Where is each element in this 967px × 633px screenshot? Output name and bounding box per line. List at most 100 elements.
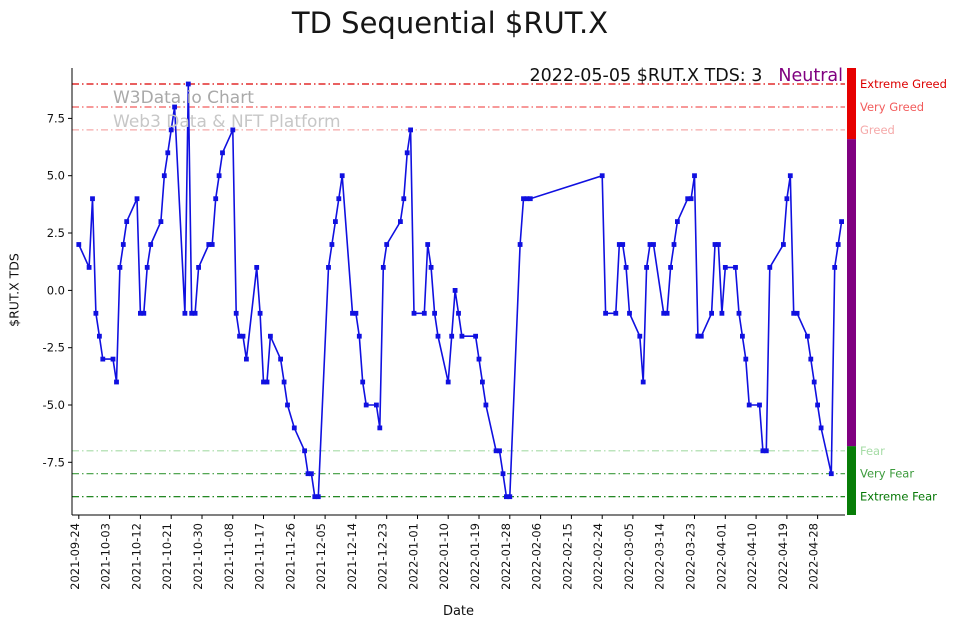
data-point-marker — [695, 333, 701, 339]
data-point-marker — [432, 310, 437, 316]
data-point-marker — [637, 333, 643, 339]
data-point-marker — [117, 265, 123, 270]
data-point-marker — [504, 494, 509, 500]
data-point-marker — [278, 356, 283, 362]
x-tick-label: 2021-10-12 — [129, 523, 143, 590]
x-axis-title: Date — [442, 604, 475, 619]
data-point-marker — [350, 310, 355, 316]
x-tick-label: 2021-11-08 — [222, 523, 236, 590]
data-point-marker — [815, 402, 820, 408]
data-point-marker — [767, 265, 773, 270]
data-point-marker — [213, 196, 219, 202]
x-tick-label: 2022-03-05 — [622, 523, 636, 590]
data-point-marker — [336, 196, 342, 202]
x-tick-label: 2022-03-23 — [684, 523, 698, 590]
x-tick-label: 2021-09-24 — [68, 523, 82, 590]
data-point-marker — [138, 310, 143, 316]
data-point-marker — [380, 265, 386, 270]
data-point-marker — [172, 104, 177, 110]
data-point-marker — [257, 310, 263, 316]
data-point-marker — [692, 173, 697, 179]
data-point-marker — [675, 219, 680, 224]
data-point-marker — [733, 265, 738, 270]
data-point-marker — [500, 471, 506, 477]
data-point-marker — [722, 265, 728, 270]
series-line — [78, 83, 843, 498]
data-point-marker — [599, 173, 605, 179]
data-point-marker — [165, 150, 171, 156]
data-point-marker — [281, 379, 287, 385]
data-point-marker — [623, 265, 629, 270]
data-point-marker — [835, 242, 841, 247]
data-point-marker — [120, 242, 126, 247]
data-point-marker — [244, 356, 249, 362]
data-point-marker — [312, 494, 318, 500]
x-tick-label: 2022-04-10 — [745, 523, 759, 590]
x-tick-label: 2022-01-19 — [468, 523, 482, 590]
data-point-marker — [326, 265, 331, 270]
data-point-marker — [189, 310, 195, 316]
data-point-marker — [757, 402, 762, 408]
x-tick-label: 2022-04-19 — [776, 523, 790, 590]
data-point-marker — [473, 333, 478, 339]
y-tick-label: 5.0 — [47, 169, 65, 183]
data-point-marker — [763, 448, 769, 454]
x-tick-label: 2022-03-14 — [653, 523, 667, 590]
data-point-marker — [196, 265, 201, 270]
data-point-marker — [144, 265, 150, 270]
data-point-marker — [404, 150, 410, 156]
data-point-marker — [209, 242, 215, 247]
data-point-marker — [93, 310, 99, 316]
data-point-marker — [148, 242, 154, 247]
gauge-segment — [847, 139, 856, 447]
data-point-marker — [110, 356, 116, 362]
sentiment-label: Neutral — [778, 66, 843, 86]
data-point-marker — [134, 196, 140, 202]
data-point-marker — [374, 402, 379, 408]
watermark-line2: Web3 Data & NFT Platform — [113, 112, 341, 132]
zone-label-very-fear: Very Fear — [860, 467, 914, 481]
watermark-line1: W3Data.io Chart — [113, 88, 254, 108]
data-point-marker — [220, 150, 225, 156]
data-point-marker — [668, 265, 673, 270]
data-point-marker — [182, 310, 188, 316]
data-point-marker — [603, 310, 608, 316]
data-point-marker — [76, 242, 82, 247]
y-axis-title: $RUT.X TDS — [6, 253, 22, 327]
data-point-marker — [832, 265, 838, 270]
zone-label-greed: Greed — [860, 123, 895, 137]
data-point-marker — [377, 425, 383, 431]
x-tick-label: 2022-02-06 — [530, 523, 544, 590]
data-point-marker — [716, 242, 721, 247]
y-tick-label: 2.5 — [47, 226, 65, 240]
x-tick-label: 2021-12-05 — [314, 523, 328, 590]
data-point-marker — [168, 127, 174, 133]
x-tick-label: 2021-10-21 — [160, 523, 174, 590]
data-point-marker — [791, 310, 797, 316]
data-point-marker — [456, 310, 461, 316]
data-point-marker — [124, 219, 130, 224]
x-tick-label: 2022-01-28 — [499, 523, 513, 590]
data-point-marker — [517, 242, 523, 247]
data-point-marker — [616, 242, 622, 247]
data-point-marker — [216, 173, 222, 179]
zone-label-fear: Fear — [860, 444, 885, 458]
data-point-marker — [527, 196, 533, 202]
data-point-marker — [237, 333, 242, 339]
y-tick-label: -2.5 — [43, 341, 65, 355]
x-tick-label: 2022-02-15 — [560, 523, 574, 590]
data-point-marker — [161, 173, 167, 179]
data-point-marker — [356, 333, 362, 339]
latest-reading: 2022-05-05 $RUT.X TDS: 3 Neutral — [529, 66, 843, 86]
data-point-marker — [644, 265, 649, 270]
data-point-marker — [285, 402, 290, 408]
data-point-marker — [329, 242, 335, 247]
y-tick-label: -7.5 — [43, 455, 65, 469]
data-point-marker — [185, 81, 191, 87]
data-point-marker — [445, 379, 451, 385]
data-point-marker — [476, 356, 482, 362]
zone-label-extreme-fear: Extreme Fear — [860, 490, 937, 504]
data-point-marker — [719, 310, 725, 316]
